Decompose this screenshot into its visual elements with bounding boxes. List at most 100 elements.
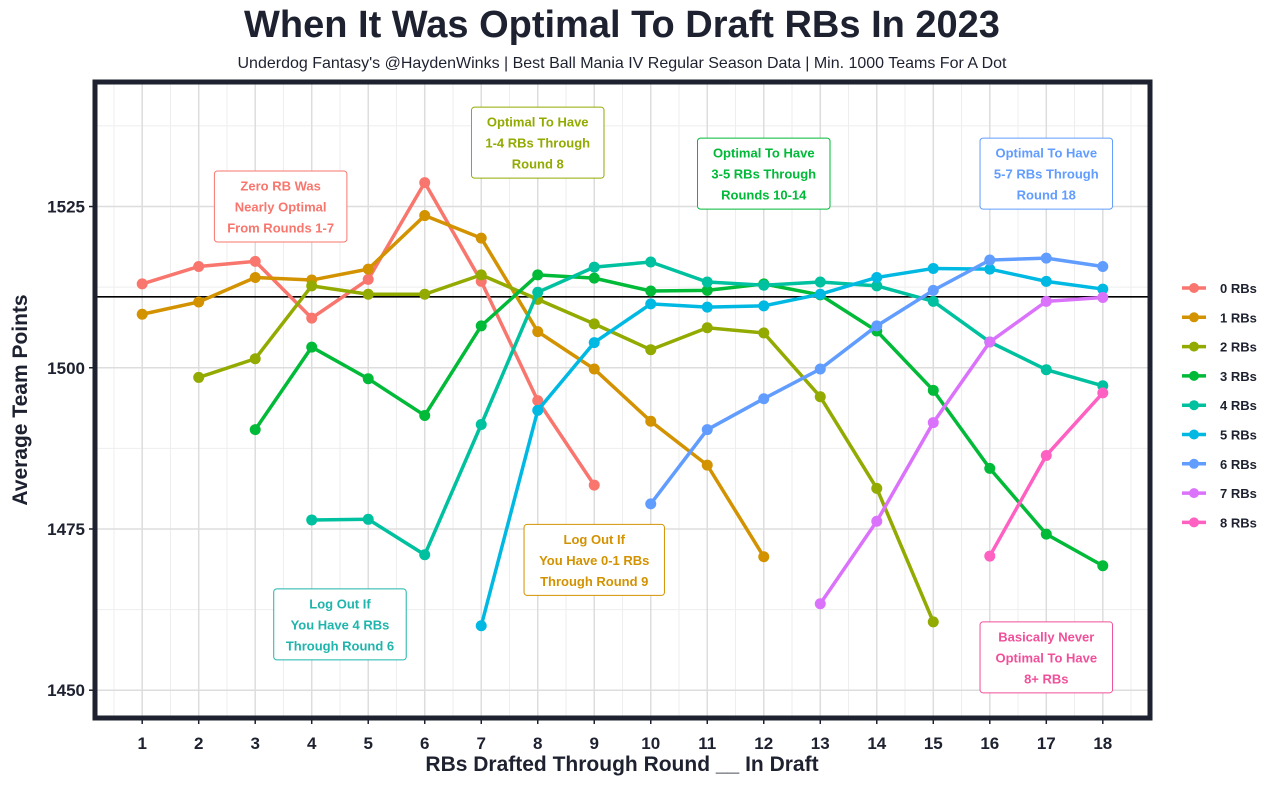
annotation: Log Out If You Have 0-1 RBs Through Round … — [523, 523, 665, 596]
series-6-rbs — [645, 252, 1109, 510]
data-point — [1097, 560, 1109, 572]
data-point — [588, 261, 600, 273]
data-point — [419, 288, 431, 300]
x-tick-label: 15 — [924, 734, 943, 753]
x-tick-label: 13 — [811, 734, 830, 753]
legend-swatch-dot — [1189, 312, 1199, 323]
series-5-rbs — [475, 262, 1109, 632]
data-point — [588, 318, 600, 330]
data-point — [136, 278, 148, 290]
annotation-box — [273, 588, 407, 661]
data-point — [758, 279, 770, 291]
annotation-box — [213, 170, 348, 243]
data-point — [871, 320, 883, 332]
annotation-text: Through Round 9 — [540, 574, 648, 589]
x-tick-label: 3 — [250, 734, 259, 753]
series-line — [479, 266, 1104, 627]
data-point — [927, 295, 939, 307]
x-tick-label: 6 — [420, 734, 429, 753]
legend-swatch-dot — [1189, 341, 1199, 352]
legend-item: 4 RBs — [1182, 398, 1257, 413]
data-point — [475, 620, 487, 632]
data-point — [1040, 252, 1052, 264]
data-point — [193, 296, 205, 308]
series-line — [818, 295, 1103, 605]
data-point — [362, 288, 374, 300]
data-point — [1097, 261, 1109, 273]
x-tick-label: 9 — [590, 734, 599, 753]
annotation: Log Out If You Have 4 RBs Through Round 6 — [273, 588, 407, 661]
data-point — [814, 598, 826, 610]
data-point — [306, 514, 318, 526]
x-tick-label: 5 — [363, 734, 372, 753]
data-point — [306, 341, 318, 353]
data-point — [927, 284, 939, 296]
data-point — [532, 404, 544, 416]
annotation-text: Optimal To Have — [713, 146, 815, 161]
legend-label: 6 RBs — [1220, 457, 1257, 472]
x-tick-label: 8 — [533, 734, 542, 753]
data-point — [701, 459, 713, 471]
chart-title: When It Was Optimal To Draft RBs In 2023 — [244, 4, 1000, 46]
legend-swatch-dot — [1189, 429, 1199, 440]
data-point — [306, 280, 318, 292]
data-point — [758, 393, 770, 405]
annotation-box — [979, 621, 1114, 694]
y-tick-label: 1500 — [47, 359, 85, 378]
data-point — [1097, 387, 1109, 399]
data-point — [249, 353, 261, 365]
data-point — [532, 395, 544, 407]
x-tick-label: 12 — [754, 734, 773, 753]
data-point — [362, 513, 374, 525]
annotation-text: Nearly Optimal — [235, 200, 327, 215]
legend-swatch-dot — [1189, 400, 1199, 411]
annotation-text: You Have 0-1 RBs — [539, 553, 649, 568]
data-point — [758, 327, 770, 339]
data-point — [362, 273, 374, 285]
data-point — [814, 391, 826, 403]
legend: 0 RBs 1 RBs 2 RBs 3 RBs 4 RBs 5 RBs 6 RBs 7 RBs… — [1182, 281, 1257, 530]
annotation-text: Optimal To Have — [995, 650, 1097, 665]
legend-label: 4 RBs — [1220, 398, 1257, 413]
series-line — [198, 273, 935, 623]
series-1-rbs — [136, 210, 770, 563]
legend-swatch-dot — [1189, 488, 1199, 499]
data-point — [984, 462, 996, 474]
x-tick-label: 16 — [980, 734, 999, 753]
data-point — [193, 371, 205, 383]
data-point — [984, 263, 996, 275]
data-point — [645, 498, 657, 510]
annotation-box — [470, 106, 605, 179]
data-point — [701, 301, 713, 313]
annotation-text: You Have 4 RBs — [291, 617, 390, 632]
legend-label: 5 RBs — [1220, 428, 1257, 443]
data-point — [532, 269, 544, 281]
x-tick-label: 14 — [867, 734, 886, 753]
annotation-box — [523, 523, 665, 596]
chart-subtitle: Underdog Fantasy's @HaydenWinks | Best B… — [237, 55, 1007, 72]
annotation-text: Through Round 6 — [286, 638, 394, 653]
legend-item: 2 RBs — [1182, 340, 1257, 355]
annotation-text: Log Out If — [564, 532, 626, 547]
series-group — [136, 177, 1109, 632]
annotation-text: Optimal To Have — [487, 115, 589, 130]
x-axis-title: RBs Drafted Through Round __ In Draft — [425, 753, 818, 776]
data-point — [645, 256, 657, 268]
data-point — [588, 363, 600, 375]
series-4-rbs — [306, 256, 1109, 561]
data-point — [532, 286, 544, 298]
series-line — [253, 273, 1104, 568]
data-point — [984, 336, 996, 348]
data-point — [588, 272, 600, 284]
data-point — [419, 549, 431, 561]
x-tick-label: 17 — [1037, 734, 1056, 753]
data-point — [1097, 291, 1109, 303]
annotation: Basically Never Optimal To Have 8+ RBs — [979, 621, 1114, 694]
data-point — [701, 322, 713, 334]
data-point — [249, 271, 261, 283]
y-axis-title: Average Team Points — [9, 294, 32, 505]
data-point — [758, 300, 770, 312]
data-point — [871, 515, 883, 527]
